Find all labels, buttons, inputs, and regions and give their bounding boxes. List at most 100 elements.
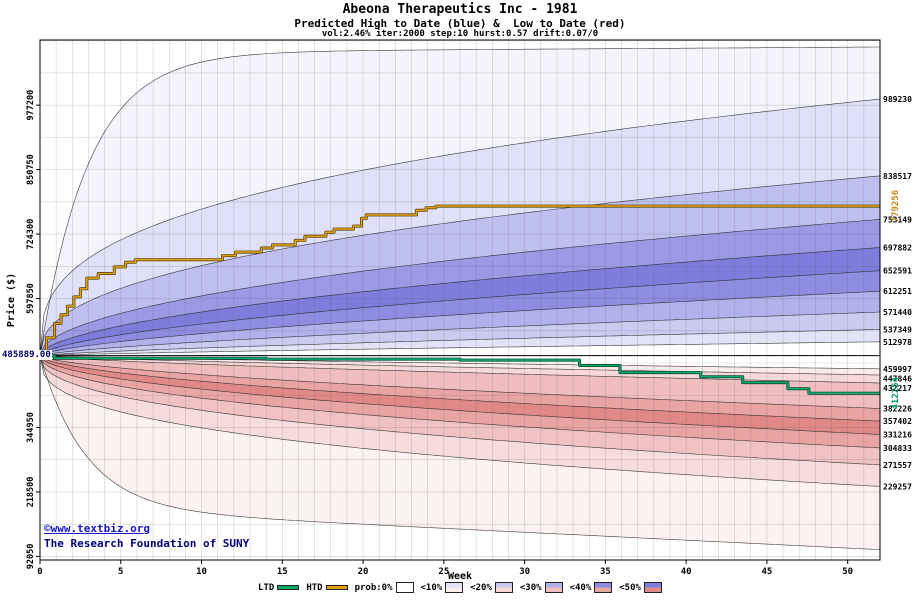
fan-band-low — [40, 355, 880, 465]
legend-item-20: <20% — [470, 582, 513, 593]
ltd-line — [40, 354, 880, 394]
x-axis-tick-label: 0 — [37, 567, 42, 577]
fan-band-high — [40, 291, 880, 356]
quantile-curve — [40, 355, 880, 422]
legend-label: <30% — [519, 582, 542, 593]
fan-band-low — [40, 355, 880, 422]
legend-box-swatch — [395, 582, 414, 593]
ltd-final-value-label: 412254 — [891, 376, 901, 409]
legend-item-30: <30% — [520, 582, 563, 593]
quantile-curve — [40, 247, 880, 356]
quantile-curve — [40, 355, 880, 376]
right-value-label: 989230 — [883, 95, 912, 104]
right-value-label: 382226 — [883, 404, 912, 413]
fan-band-low — [40, 355, 880, 448]
legend-item-htd: HTD — [306, 582, 348, 593]
quantile-curve — [40, 355, 880, 435]
quantile-curves — [40, 46, 880, 550]
x-axis-tick-label: 30 — [519, 567, 530, 577]
watermark-org: The Research Foundation of SUNY — [44, 537, 250, 550]
fan-band-low — [40, 355, 880, 550]
legend-label: HTD — [306, 582, 323, 593]
chart-subtitle: Predicted High to Date (blue) & Low to D… — [294, 17, 626, 30]
legend-box-swatch — [544, 582, 563, 593]
quantile-curve — [40, 311, 880, 356]
right-value-label: 229257 — [883, 482, 912, 491]
fan-band-low — [40, 355, 880, 435]
right-value-label: 571440 — [883, 308, 912, 317]
quantile-curve — [40, 290, 880, 356]
fan-band-low — [40, 355, 880, 409]
x-axis-tick-label: 25 — [438, 567, 449, 577]
x-axis-tick-label: 50 — [842, 567, 853, 577]
x-axis-tick-label: 5 — [118, 567, 123, 577]
right-value-label: 838517 — [883, 172, 912, 181]
legend-label: <50% — [619, 582, 641, 593]
legend-item-prob0: prob:0% — [355, 582, 414, 593]
fan-band-high — [40, 329, 880, 356]
fan-band-high — [40, 270, 880, 356]
legend-box-swatch — [494, 582, 513, 593]
legend-label: LTD — [258, 582, 275, 593]
htd-line — [40, 205, 880, 357]
quantile-curve — [40, 341, 880, 356]
y-axis-tick-label: 218500 — [26, 477, 36, 508]
fan-band-low — [40, 355, 880, 375]
fan-band-high — [40, 341, 880, 356]
right-value-label: 652591 — [883, 267, 912, 276]
start-price-label: 485889.00 — [1, 350, 52, 360]
fan-band-high — [40, 312, 880, 356]
right-value-label: 512978 — [883, 338, 912, 347]
fan-band-high — [40, 47, 880, 356]
right-value-label: 537349 — [883, 325, 912, 334]
quantile-curve — [40, 270, 880, 356]
fan-band-low — [40, 355, 880, 383]
quantile-curve — [40, 355, 880, 449]
plot-area — [40, 40, 880, 560]
plot-border — [39, 39, 881, 561]
y-axis-tick-label: 724300 — [26, 219, 36, 250]
quantile-curve — [40, 355, 880, 409]
legend: LTD HTD prob:0% <10% <20% <30% <40% <50% — [0, 582, 920, 593]
y-axis-tick-label: 977200 — [26, 90, 36, 121]
x-axis-tick-label: 40 — [681, 567, 692, 577]
chart-title: Abeona Therapeutics Inc - 1981 — [342, 2, 578, 17]
right-value-label: 432217 — [883, 384, 912, 393]
right-value-label: 357402 — [883, 417, 912, 426]
y-axis-title: Price ($) — [6, 272, 17, 328]
y-axis-tick-label: 597850 — [26, 283, 36, 314]
grid — [40, 40, 880, 560]
right-value-label: 612251 — [883, 287, 912, 296]
x-axis-tick-label: 45 — [762, 567, 773, 577]
y-axis-tick-label: 92050 — [26, 544, 36, 570]
legend-box-swatch — [594, 582, 613, 593]
right-value-label: 753149 — [883, 215, 912, 224]
legend-box-swatch — [445, 582, 464, 593]
right-value-label: 459997 — [883, 365, 912, 374]
right-value-label: 447846 — [883, 374, 912, 383]
right-value-label: 304833 — [883, 444, 912, 453]
quantile-curve — [40, 329, 880, 356]
quantile-curve — [40, 355, 880, 466]
legend-label: <10% — [420, 582, 443, 593]
x-axis-tick-label: 35 — [600, 567, 611, 577]
watermark-link[interactable]: ©www.textbiz.org — [44, 522, 150, 535]
legend-label: <40% — [569, 582, 592, 593]
legend-item-ltd: LTD — [258, 582, 300, 593]
quantile-curve — [40, 219, 880, 356]
htd-final-value-label: 779256 — [891, 190, 901, 223]
legend-label: <20% — [470, 582, 492, 593]
quantile-curve — [40, 98, 880, 356]
legend-item-10: <10% — [421, 582, 464, 593]
right-value-label: 331216 — [883, 430, 912, 439]
y-axis-tick-label: 344950 — [26, 412, 36, 443]
quantile-curve — [40, 355, 880, 487]
right-value-label: 697882 — [883, 244, 912, 253]
legend-line-swatch — [277, 585, 300, 590]
legend-label: prob:0% — [354, 582, 393, 593]
quantile-curve — [40, 175, 880, 356]
x-axis-tick-label: 15 — [277, 567, 288, 577]
fan-band-high — [40, 219, 880, 356]
fan-band-low — [40, 355, 880, 487]
